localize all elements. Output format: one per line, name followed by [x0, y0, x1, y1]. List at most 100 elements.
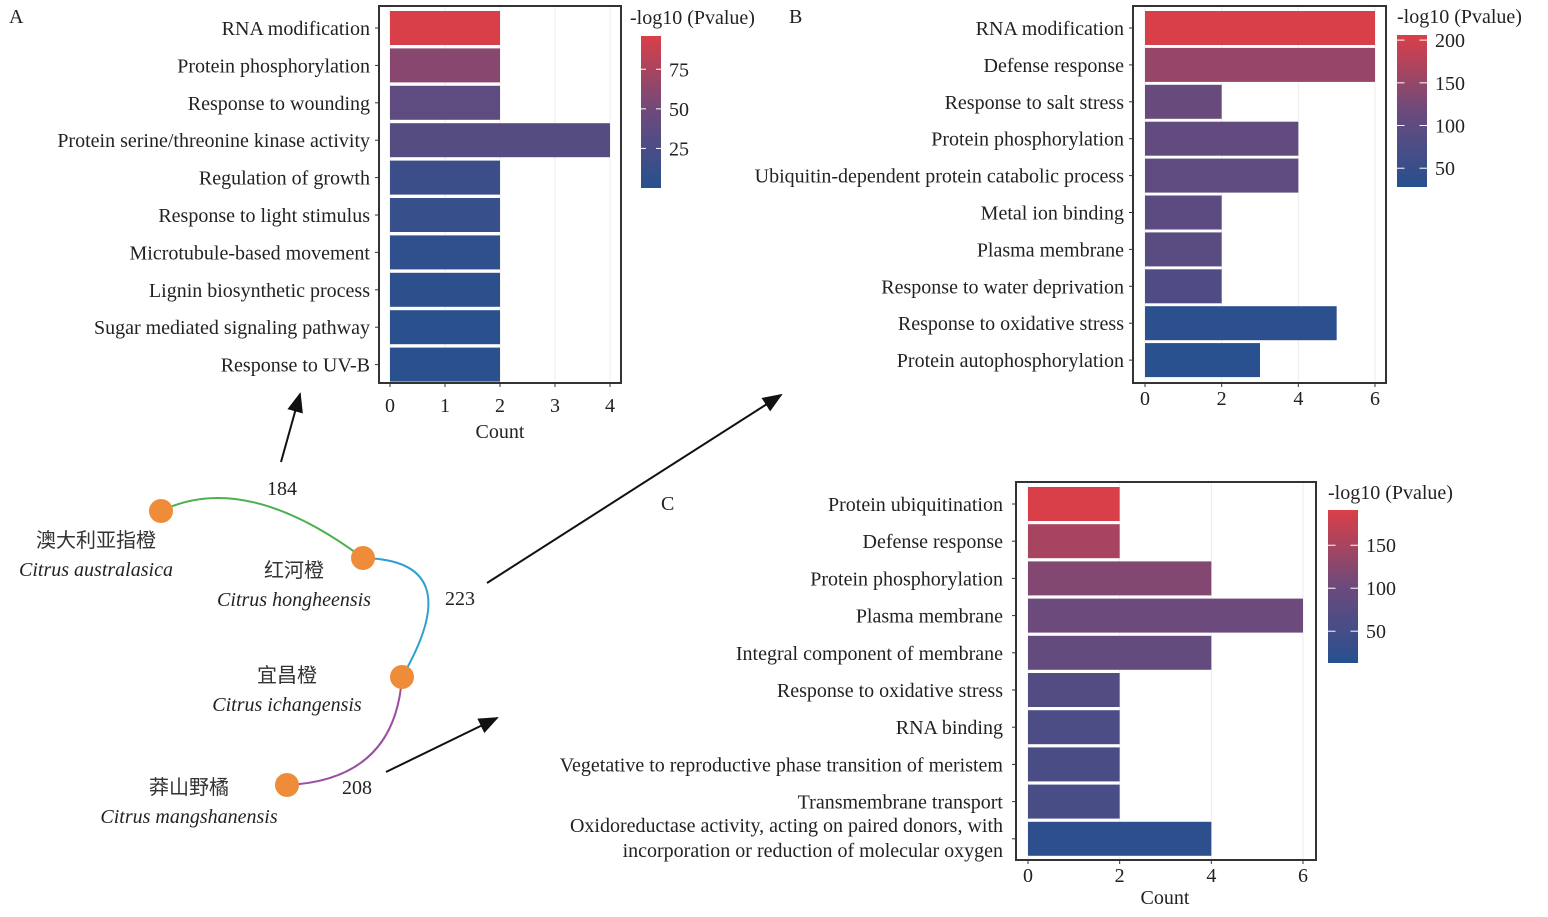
category-label: RNA binding	[896, 717, 1003, 739]
category-label: Protein autophosphorylation	[897, 350, 1124, 372]
link-label-208: 208	[342, 777, 372, 799]
panel-letter-b: B	[789, 6, 802, 28]
category-label: Plasma membrane	[977, 239, 1124, 261]
bar	[1145, 269, 1222, 304]
colorbar	[1328, 510, 1358, 663]
category-label: Response to light stimulus	[158, 205, 370, 227]
bar	[390, 85, 500, 120]
category-label-line: incorporation or reduction of molecular …	[623, 840, 1003, 862]
category-label: Response to oxidative stress	[898, 313, 1124, 335]
colorbar-tick-label: 150	[1366, 535, 1396, 557]
category-label: Protein phosphorylation	[177, 55, 370, 77]
bar-chart-b: RNA modification Defense response Response…	[755, 5, 1522, 410]
category-label: Response to water deprivation	[881, 276, 1124, 298]
bar	[390, 235, 500, 270]
plot-frame	[1015, 481, 1317, 861]
x-tick-label: 2	[495, 395, 505, 417]
x-tick-label: 1	[440, 395, 450, 417]
colorbar-tick-label: 50	[1366, 621, 1386, 643]
arrow-to-c	[385, 717, 499, 773]
bar	[1028, 487, 1120, 521]
category-label: RNA modification	[976, 18, 1124, 40]
category-label: Microtubule-based movement	[130, 242, 371, 264]
category-label: Protein phosphorylation	[810, 568, 1003, 590]
colorbar-tick-label: 200	[1435, 30, 1465, 52]
x-tick-label: 0	[1140, 388, 1150, 410]
species-cn-3: 莽山野橘	[149, 776, 229, 799]
species-cn-1: 红河橙	[264, 559, 324, 582]
bar	[390, 11, 500, 45]
bar	[1028, 673, 1120, 707]
arrow-to-b	[486, 393, 783, 584]
category-label: Integral component of membrane	[736, 643, 1003, 665]
bar	[1145, 121, 1299, 156]
bar	[390, 347, 500, 382]
colorbar-tick-label: 100	[1435, 116, 1465, 138]
colorbar-tick-label: 75	[669, 59, 689, 81]
colorbar-tick-label: 50	[669, 99, 689, 121]
x-tick-label: 6	[1370, 388, 1380, 410]
x-tick-label: 0	[385, 395, 395, 417]
bar	[1145, 232, 1222, 267]
x-tick-label: 4	[605, 395, 615, 417]
bar	[1145, 306, 1337, 341]
category-label: Response to wounding	[188, 93, 370, 115]
species-latin-1: Citrus hongheensis	[217, 589, 371, 611]
category-label: Protein serine/threonine kinase activity	[57, 130, 370, 152]
x-tick-label: 0	[1023, 865, 1033, 887]
category-label: Response to UV-B	[221, 355, 370, 377]
category-label: Response to oxidative stress	[777, 680, 1003, 702]
category-label: Sugar mediated signaling pathway	[94, 317, 370, 339]
category-label: Vegetative to reproductive phase transit…	[560, 754, 1004, 776]
category-label: Defense response	[863, 531, 1004, 553]
x-tick-label: 6	[1298, 865, 1308, 887]
bar	[1145, 11, 1375, 45]
link-label-184: 184	[267, 478, 297, 500]
bar	[1028, 710, 1120, 745]
category-label: Regulation of growth	[199, 168, 370, 190]
category-label: Response to salt stress	[945, 92, 1125, 114]
category-label: Lignin biosynthetic process	[149, 280, 370, 302]
node-hongheensis	[351, 546, 375, 570]
legend-title: -log10 (Pvalue)	[1328, 482, 1453, 504]
bar	[1028, 561, 1212, 596]
x-tick-label: 2	[1115, 865, 1125, 887]
category-label: Metal ion binding	[981, 203, 1124, 225]
bar-chart-c: Protein ubiquitination Defense response Pr…	[560, 481, 1453, 909]
node-ichangensis	[390, 665, 414, 689]
bar	[390, 310, 500, 345]
species-latin-0: Citrus australasica	[19, 559, 173, 581]
x-axis-label: Count	[1141, 887, 1190, 909]
category-label: Transmembrane transport	[798, 792, 1004, 814]
colorbar-tick-label: 50	[1435, 158, 1455, 180]
bar	[1028, 821, 1212, 856]
panel-letter-c: C	[661, 493, 674, 515]
bar	[1145, 84, 1222, 119]
bar	[1028, 784, 1120, 819]
category-label: Oxidoreductase activity, acting on paire…	[570, 815, 1003, 862]
link-223	[362, 557, 430, 678]
bar	[1028, 635, 1212, 670]
bar	[1145, 47, 1375, 82]
category-label-line: Oxidoreductase activity, acting on paire…	[570, 815, 1003, 837]
category-label: Defense response	[984, 55, 1125, 77]
category-label: Protein phosphorylation	[931, 129, 1124, 151]
species-cn-2: 宜昌橙	[257, 664, 317, 687]
colorbar	[1397, 35, 1427, 187]
x-tick-label: 2	[1217, 388, 1227, 410]
species-cn-0: 澳大利亚指橙	[36, 529, 156, 552]
x-tick-label: 4	[1206, 865, 1216, 887]
link-label-223: 223	[445, 588, 475, 610]
link-208	[286, 676, 403, 786]
category-label: RNA modification	[222, 18, 370, 40]
bar	[1028, 598, 1303, 633]
bar	[390, 160, 500, 195]
species-latin-3: Citrus mangshanensis	[100, 806, 277, 828]
bar	[390, 123, 610, 158]
bar	[1028, 747, 1120, 782]
x-axis-label: Count	[476, 421, 525, 443]
arrow-to-a	[280, 392, 303, 463]
bar	[1145, 343, 1260, 378]
bar	[1145, 158, 1299, 193]
